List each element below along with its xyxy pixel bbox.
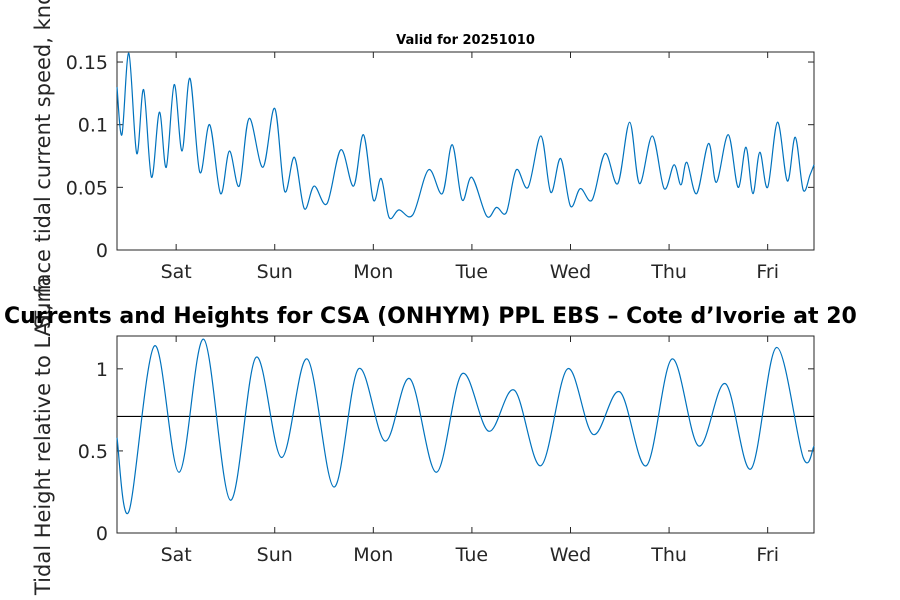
current-speed-x-tick-label: Thu [650,261,687,283]
tidal-height-tick-labels: Sat Sun Mon Tue Wed Thu Fri 0 0.5 1 [78,359,779,566]
current-speed-series [116,52,815,220]
tidal-height-x-tick-label: Wed [550,544,591,566]
current-speed-y-tick-label: 0.1 [78,115,108,137]
current-speed-x-tick-label: Fri [756,261,779,283]
current-speed-chart-title: Valid for 20251010 [396,33,535,48]
tidal-height-x-tick-label: Fri [756,544,779,566]
current-speed-x-tick-label: Sat [161,261,192,283]
current-speed-y-tick-label: 0.05 [66,177,108,199]
tidal-height-y-tick-label: 0 [96,523,108,545]
current-speed-y-tick-label: 0.15 [66,52,108,74]
current-speed-y-tick-label: 0 [96,240,108,262]
current-speed-y-axis-label: Surface tidal current speed, knots [31,0,55,329]
current-speed-x-tick-label: Sun [257,261,293,283]
tidal-height-series-line [116,338,815,515]
current-speed-series-line [116,52,815,220]
tidal-height-x-tick-label: Mon [353,544,393,566]
tidal-height-y-tick-label: 0.5 [78,441,108,463]
tidal-height-x-tick-label: Sat [161,544,192,566]
figure-main-title: Currents and Heights for CSA (ONHYM) PPL… [4,304,857,329]
tidal-height-series [116,338,815,515]
current-speed-plot-area [116,51,815,251]
tidal-height-y-tick-label: 1 [96,359,108,381]
tidal-height-x-tick-label: Thu [650,544,687,566]
current-speed-x-tick-label: Wed [550,261,591,283]
current-speed-chart: Sat Sun Mon Tue Wed Thu Fri 0 0.05 0.1 0.15 Valid … [31,0,815,329]
current-speed-tick-marks [117,52,814,251]
tidal-height-x-tick-label: Sun [257,544,293,566]
current-speed-tick-labels: Sat Sun Mon Tue Wed Thu Fri 0 0.05 0.1 0.15 [66,52,779,283]
tidal-height-x-tick-label: Tue [455,544,488,566]
tidal-height-chart: Sat Sun Mon Tue Wed Thu Fri 0 0.5 1 Tidal Height … [31,277,815,596]
tidal-height-y-axis-label: Tidal Height relative to LAT, m [31,277,55,596]
current-speed-x-tick-label: Mon [353,261,393,283]
current-speed-x-tick-label: Tue [455,261,488,283]
tidal-height-plot-area [116,335,815,534]
